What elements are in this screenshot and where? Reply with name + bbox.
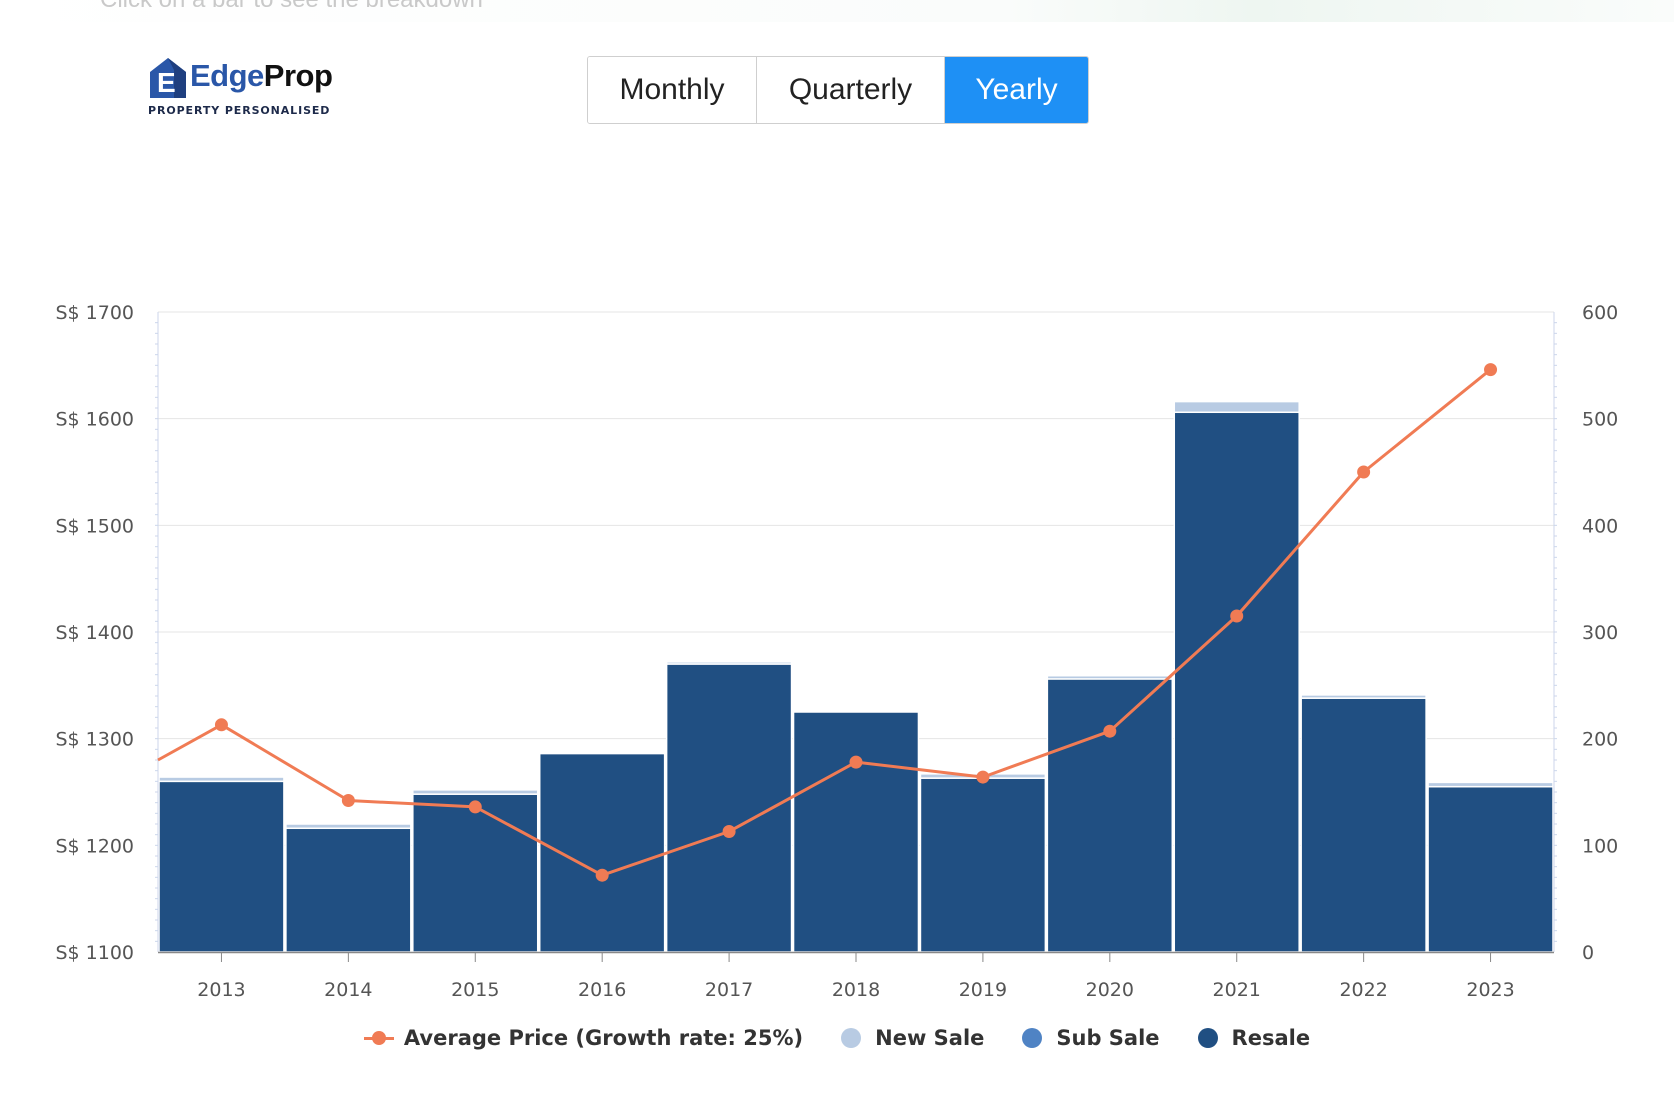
legend-new-sale[interactable]: New Sale xyxy=(841,1026,984,1050)
new-sale-dot-icon xyxy=(841,1028,862,1048)
x-tick-label-2013: 2013 xyxy=(197,979,245,1001)
x-tick-label-2015: 2015 xyxy=(451,979,499,1001)
y-right-tick-label: 500 xyxy=(1582,409,1618,431)
x-tick-label-2016: 2016 xyxy=(578,979,626,1001)
bar-resale-2018[interactable] xyxy=(792,711,920,953)
bar-new-sale-2020[interactable] xyxy=(1046,674,1174,680)
period-toggle: Monthly Quarterly Yearly xyxy=(587,56,1089,124)
legend-resale[interactable]: Resale xyxy=(1197,1026,1311,1050)
chart-legend: Average Price (Growth rate: 25%) New Sal… xyxy=(0,1026,1674,1050)
y-right-tick-label: 200 xyxy=(1582,729,1618,751)
average-price-line xyxy=(157,363,1498,882)
bar-resale-2015[interactable] xyxy=(412,793,539,953)
y-left-tick-label: S$ 1600 xyxy=(55,409,134,431)
bar-resale-2023[interactable] xyxy=(1427,785,1554,953)
y-right-tick-label: 100 xyxy=(1582,835,1618,857)
bar-new-sale-2017[interactable] xyxy=(665,661,793,665)
average-price-point-2017[interactable] xyxy=(722,824,736,838)
average-price-point-2023[interactable] xyxy=(1484,363,1498,377)
bar-resale-2022[interactable] xyxy=(1300,697,1427,953)
axes: S$ 1100 S$ 1200 S$ 1300 S$ 1400 S$ 1500 S$ 16… xyxy=(55,302,1618,1001)
legend-new-sale-label: New Sale xyxy=(875,1026,985,1050)
average-price-point-2018[interactable] xyxy=(849,755,863,769)
svg-text:E: E xyxy=(157,67,176,98)
y-left-tick-label: S$ 1500 xyxy=(55,515,134,537)
logo-tagline: PROPERTY PERSONALISED xyxy=(148,104,331,117)
sub-sale-dot-icon xyxy=(1022,1028,1043,1048)
y-left-tick-label: S$ 1300 xyxy=(55,729,134,751)
bar-new-sale-2023[interactable] xyxy=(1427,781,1554,788)
y-right-tick-label: 0 xyxy=(1582,942,1594,964)
y-right-tick-label: 600 xyxy=(1582,302,1618,324)
average-price-point-2020[interactable] xyxy=(1103,724,1117,738)
x-tick-label-2021: 2021 xyxy=(1213,979,1261,1001)
tab-yearly[interactable]: Yearly xyxy=(944,57,1088,123)
bar-new-sale-2021[interactable] xyxy=(1173,400,1300,414)
x-tick-label-2023: 2023 xyxy=(1466,979,1514,1001)
average-price-point-2022[interactable] xyxy=(1357,465,1371,479)
logo-wordmark: EdgeProp xyxy=(190,58,333,93)
average-price-point-2021[interactable] xyxy=(1230,609,1244,623)
bar-resale-2014[interactable] xyxy=(285,827,412,953)
bar-resale-2019[interactable] xyxy=(919,777,1047,953)
bar-resale-2020[interactable] xyxy=(1046,678,1174,953)
bar-new-sale-2022[interactable] xyxy=(1300,694,1427,699)
tab-quarterly[interactable]: Quarterly xyxy=(756,57,944,123)
bar-new-sale-2015[interactable] xyxy=(412,789,539,795)
house-logo-icon: E xyxy=(150,58,186,98)
legend-average-price-label: Average Price (Growth rate: 25%) xyxy=(403,1026,804,1050)
bar-new-sale-2014[interactable] xyxy=(285,823,412,830)
x-tick-label-2018: 2018 xyxy=(832,979,880,1001)
legend-resale-label: Resale xyxy=(1231,1026,1311,1050)
average-price-point-2019[interactable] xyxy=(976,770,990,784)
y-left-tick-label: S$ 1700 xyxy=(55,302,134,324)
bar-resale-2021[interactable] xyxy=(1173,411,1300,953)
y-left-tick-label: S$ 1400 xyxy=(55,622,134,644)
y-right-tick-label: 300 xyxy=(1582,622,1618,644)
average-price-point-2014[interactable] xyxy=(341,794,355,808)
legend-sub-sale[interactable]: Sub Sale xyxy=(1022,1026,1160,1050)
x-tick-label-2022: 2022 xyxy=(1339,979,1387,1001)
x-tick-label-2019: 2019 xyxy=(959,979,1007,1001)
average-price-point-2015[interactable] xyxy=(468,800,482,814)
x-tick-label-2020: 2020 xyxy=(1086,979,1134,1001)
y-left-tick-label: S$ 1200 xyxy=(55,835,134,857)
bar-series xyxy=(158,400,1554,953)
average-price-path xyxy=(157,368,1492,877)
tab-monthly[interactable]: Monthly xyxy=(588,57,756,123)
top-hint-text: Click on a bar to see the breakdown xyxy=(100,0,483,14)
line-marker-icon xyxy=(363,1028,394,1048)
edgeprop-logo: E EdgeProp PROPERTY PERSONALISED xyxy=(148,56,338,122)
bar-resale-2013[interactable] xyxy=(158,780,285,953)
legend-sub-sale-label: Sub Sale xyxy=(1056,1026,1160,1050)
average-price-point-2016[interactable] xyxy=(595,868,609,882)
y-right-tick-label: 400 xyxy=(1582,515,1618,537)
bar-resale-2016[interactable] xyxy=(538,752,666,953)
y-left-tick-label: S$ 1100 xyxy=(55,942,134,964)
bar-new-sale-2013[interactable] xyxy=(158,776,285,783)
top-fade xyxy=(0,0,1674,22)
legend-average-price[interactable]: Average Price (Growth rate: 25%) xyxy=(363,1026,804,1050)
resale-dot-icon xyxy=(1197,1028,1218,1048)
average-price-point-2013[interactable] xyxy=(214,718,228,732)
x-tick-label-2014: 2014 xyxy=(324,979,372,1001)
x-tick-label-2017: 2017 xyxy=(705,979,753,1001)
